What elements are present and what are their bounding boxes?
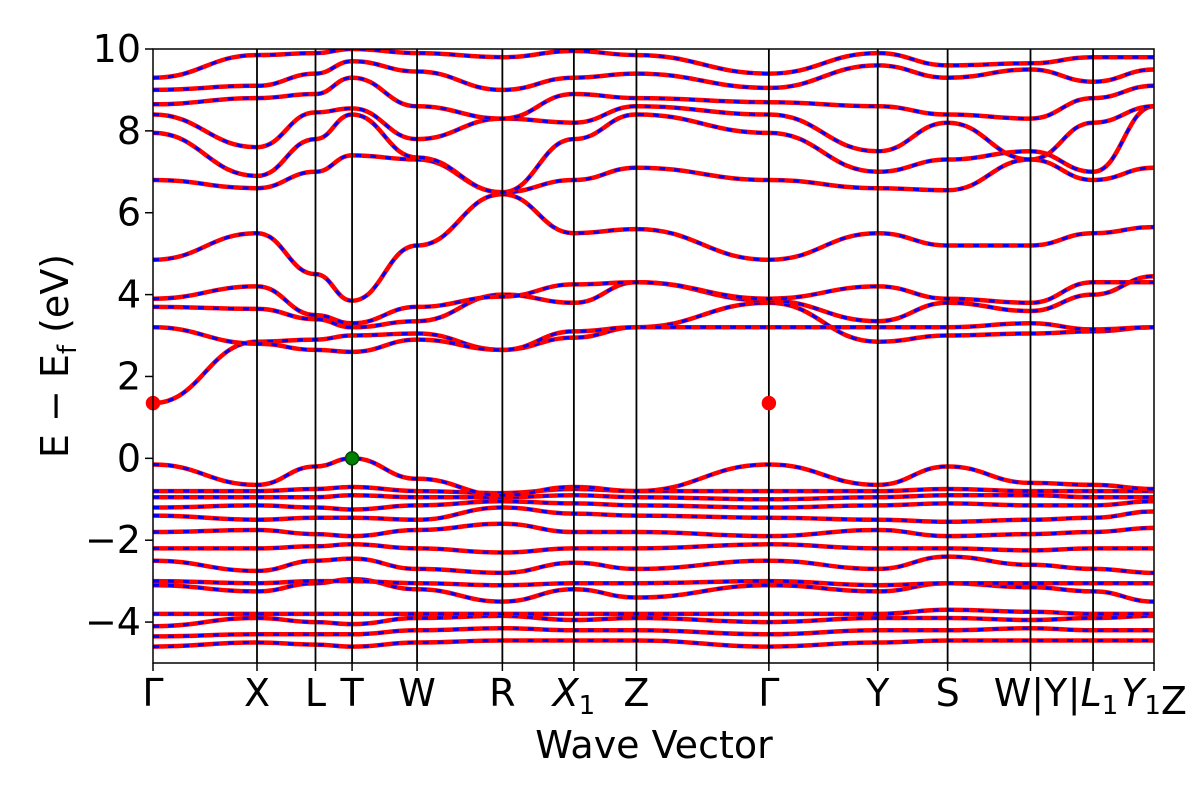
extremum-marker-2 bbox=[344, 451, 360, 466]
x-tick-label-5: R bbox=[489, 671, 515, 715]
band-1-spin-down bbox=[153, 626, 1154, 638]
band-23-spin-down bbox=[153, 59, 1154, 92]
x-tick-label-13: Y1Z bbox=[1121, 671, 1187, 723]
band-9-spin-down bbox=[153, 505, 1154, 524]
y-axis-label: E − Ef (eV) bbox=[33, 254, 83, 458]
y-tick-label-6: −2 bbox=[85, 518, 141, 562]
band-3-spin-down bbox=[153, 608, 1154, 616]
x-tick-label-3: T bbox=[339, 671, 364, 715]
x-tick-label-6: X1 bbox=[551, 671, 596, 721]
x-tick-label-12: |L1 bbox=[1068, 671, 1119, 721]
x-tick-label-10: S bbox=[936, 671, 960, 715]
y-tick-label-1: 8 bbox=[117, 109, 141, 153]
band-10-spin-down bbox=[153, 499, 1154, 512]
band-22-spin-down bbox=[153, 76, 1154, 121]
band-12-spin-down bbox=[153, 485, 1154, 495]
y-tick-label-5: 0 bbox=[117, 436, 141, 480]
band-5-spin-down bbox=[153, 579, 1154, 587]
y-tick-label-0: 10 bbox=[93, 27, 141, 71]
band-8-spin-down bbox=[153, 522, 1154, 538]
x-tick-label-1: X bbox=[244, 671, 270, 715]
band-24-spin-down bbox=[153, 49, 1154, 80]
band-13-spin-down bbox=[153, 456, 1154, 497]
band-0-spin-down bbox=[153, 638, 1154, 649]
y-tick-label-4: 2 bbox=[117, 354, 141, 398]
band-11-spin-down bbox=[153, 493, 1154, 501]
x-tick-label-7: Z bbox=[623, 671, 649, 715]
y-tick-label-2: 6 bbox=[117, 191, 141, 235]
y-axis-label-main: E − E bbox=[33, 354, 77, 458]
band-2-spin-down bbox=[153, 614, 1154, 628]
band-16-spin-down bbox=[153, 274, 1154, 329]
y-axis-label-unit: (eV) bbox=[33, 254, 77, 345]
x-tick-label-9: Y bbox=[865, 671, 890, 715]
x-tick-label-8: Γ bbox=[758, 671, 779, 715]
plot-frame bbox=[152, 48, 1155, 664]
y-tick-label-7: −4 bbox=[85, 600, 141, 644]
kpoint-lines bbox=[256, 49, 1094, 663]
x-tick-label-0: Γ bbox=[142, 671, 163, 715]
x-tick-label-2: L bbox=[305, 671, 326, 715]
y-axis-label-sub: f bbox=[53, 344, 83, 354]
band-19-spin-down bbox=[153, 153, 1154, 194]
y-ticks: 10 8 6 4 2 0 −2 −4 bbox=[85, 27, 153, 644]
y-tick-label-3: 4 bbox=[117, 273, 141, 317]
x-ticks: Γ X L T W R X1 Z Γ Y S W|Y |L1 Y1Z bbox=[142, 663, 1187, 723]
band-20-spin-down bbox=[153, 104, 1154, 194]
band-7-spin-down bbox=[153, 542, 1154, 555]
extremum-marker-1 bbox=[761, 395, 777, 411]
band-15-spin-down bbox=[153, 321, 1154, 354]
x-tick-label-11: W|Y bbox=[994, 671, 1068, 716]
bands-layer bbox=[153, 49, 1154, 649]
x-axis-label: Wave Vector bbox=[535, 723, 773, 767]
x-tick-label-4: W bbox=[398, 671, 436, 715]
